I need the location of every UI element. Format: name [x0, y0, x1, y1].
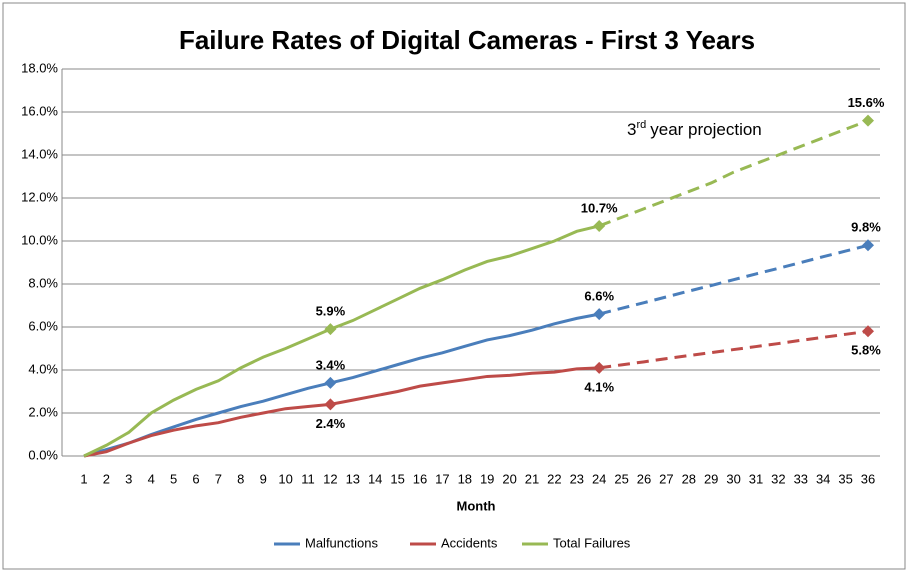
y-tick-label: 10.0% [21, 232, 58, 247]
x-tick-label: 11 [301, 471, 315, 486]
legend-label: Accidents [441, 535, 498, 550]
x-tick-label: 35 [838, 471, 852, 486]
x-tick-label: 1 [80, 471, 87, 486]
marker [593, 219, 606, 232]
y-tick-label: 12.0% [21, 189, 58, 204]
annotation: 3rd year projection [627, 119, 762, 140]
x-tick-label: 5 [170, 471, 177, 486]
series-line [83, 312, 600, 458]
x-tick-label: 13 [346, 471, 360, 486]
x-tick-label: 21 [525, 471, 539, 486]
data-label: 4.1% [584, 379, 614, 394]
y-tick-label: 8.0% [28, 275, 58, 290]
x-tick-label: 30 [726, 471, 740, 486]
x-tick-label: 19 [480, 471, 494, 486]
x-tick-label: 15 [390, 471, 404, 486]
series-line [83, 224, 600, 458]
x-tick-label: 6 [192, 471, 199, 486]
y-tick-label: 6.0% [28, 318, 58, 333]
legend-label: Total Failures [553, 535, 631, 550]
marker [862, 239, 874, 252]
x-tick-label: 4 [148, 471, 155, 486]
marker [324, 323, 337, 336]
annotation-number: 3 [627, 120, 636, 139]
x-tick-label: 23 [570, 471, 584, 486]
x-tick-label: 9 [260, 471, 267, 486]
data-label: 6.6% [584, 289, 614, 304]
x-tick-label: 27 [659, 471, 673, 486]
y-tick-label: 14.0% [21, 146, 58, 161]
x-tick-label: 25 [614, 471, 628, 486]
y-tick-label: 16.0% [21, 103, 58, 118]
x-tick-label: 12 [323, 471, 337, 486]
chart-title: Failure Rates of Digital Cameras - First… [179, 25, 755, 55]
x-tick-label: 33 [794, 471, 808, 486]
x-tick-label: 8 [237, 471, 244, 486]
x-tick-label: 16 [413, 471, 427, 486]
y-tick-label: 2.0% [28, 404, 58, 419]
x-tick-label: 2 [103, 471, 110, 486]
annotation-superscript: rd [636, 119, 646, 131]
data-label: 5.8% [851, 343, 881, 358]
marker [324, 398, 337, 411]
marker [862, 325, 874, 338]
projection-line [598, 119, 869, 228]
annotation-text: year projection [650, 120, 762, 139]
projection-line [599, 329, 869, 370]
y-tick-label: 0.0% [28, 447, 58, 462]
chart-frame [2, 2, 906, 570]
marker [862, 114, 874, 127]
x-tick-label: 7 [215, 471, 222, 486]
x-tick-label: 26 [637, 471, 651, 486]
legend-label: Malfunctions [305, 535, 378, 550]
x-tick-label: 3 [125, 471, 132, 486]
x-tick-label: 10 [278, 471, 292, 486]
data-label: 2.4% [316, 416, 346, 431]
x-tick-label: 31 [749, 471, 763, 486]
data-label: 15.6% [848, 95, 885, 110]
y-tick-label: 18.0% [21, 60, 58, 75]
projection-line [598, 243, 869, 316]
data-label: 3.4% [316, 357, 346, 372]
x-tick-label: 29 [704, 471, 718, 486]
x-tick-label: 22 [547, 471, 561, 486]
y-tick-label: 4.0% [28, 361, 58, 376]
x-tick-label: 14 [368, 471, 382, 486]
data-label: 9.8% [851, 220, 881, 235]
marker [593, 308, 606, 321]
x-tick-label: 34 [816, 471, 830, 486]
x-tick-label: 36 [861, 471, 875, 486]
data-label: 5.9% [316, 304, 346, 319]
x-tick-label: 17 [435, 471, 449, 486]
x-axis-title: Month [457, 498, 496, 513]
series-line [83, 366, 600, 458]
x-tick-label: 20 [502, 471, 516, 486]
marker [593, 361, 606, 374]
marker [324, 376, 337, 389]
x-tick-label: 32 [771, 471, 785, 486]
x-tick-label: 28 [682, 471, 696, 486]
x-tick-label: 18 [458, 471, 472, 486]
data-label: 10.7% [581, 200, 618, 215]
x-tick-label: 24 [592, 471, 606, 486]
